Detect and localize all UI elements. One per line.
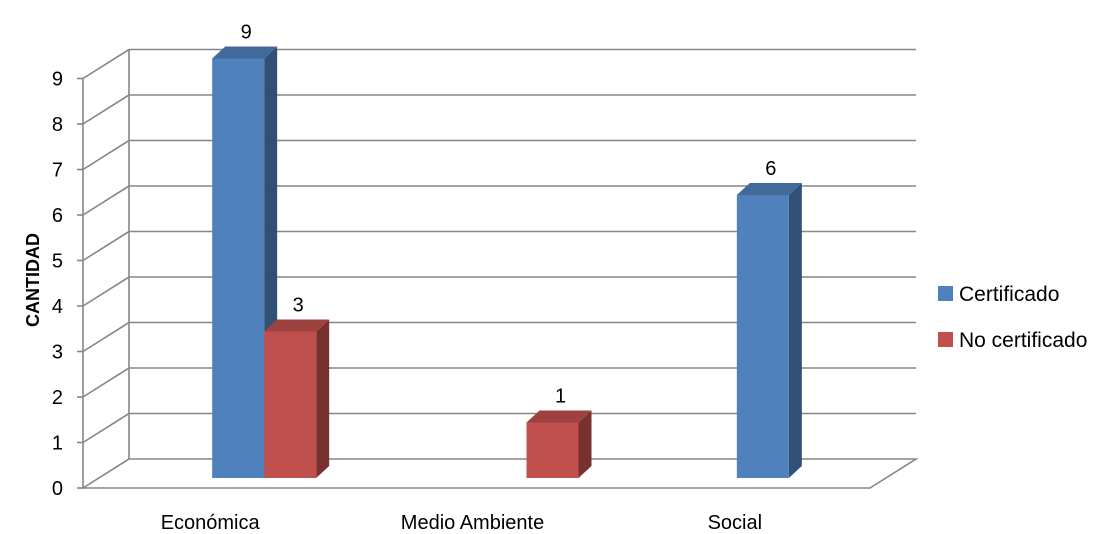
gridline [82,367,916,398]
y-axis-ticks: 0 1 2 3 4 5 6 7 8 9 [52,69,83,500]
y-tick-label: 3 [52,342,63,364]
x-category-label: Medio Ambiente [401,512,544,534]
y-axis-title: CANTIDAD [23,233,43,327]
gridline [82,48,916,80]
data-label: 1 [555,386,566,408]
y-tick-label: 9 [52,69,63,91]
data-label: 6 [765,158,776,180]
legend: Certificado No certificado [938,283,1087,352]
y-tick-label: 4 [52,296,63,318]
y-tick-label: 1 [52,433,63,455]
data-label: 3 [293,295,304,317]
data-label: 9 [241,22,252,44]
legend-swatch [938,286,953,301]
legend-item: No certificado [938,329,1087,352]
data-labels: 9 3 1 6 [241,22,777,408]
gridline [82,321,916,353]
y-tick-label: 2 [52,387,63,409]
chart-walls [80,49,919,489]
gridlines [82,48,916,444]
gridline [82,230,916,262]
gridline [82,94,916,125]
legend-item: Certificado [938,283,1059,306]
y-tick-label: 5 [52,251,63,273]
bar-no-certificado [526,410,592,478]
y-tick-label: 0 [52,478,63,500]
legend-label: No certificado [959,329,1087,352]
gridline [82,412,916,444]
gridline [82,139,916,171]
gridline [82,276,916,307]
gridline [82,185,916,216]
y-tick-label: 6 [52,205,63,227]
x-category-label: Social [708,512,762,534]
y-tick-label: 8 [52,114,63,136]
bar-certificado [736,183,802,478]
bar-no-certificado [264,319,330,478]
legend-swatch [938,332,953,347]
bars [212,46,802,478]
x-category-label: Económica [161,512,261,534]
y-tick-label: 7 [52,160,63,182]
legend-label: Certificado [959,283,1059,306]
x-axis-categories: Económica Medio Ambiente Social [161,512,762,534]
floor [80,458,919,489]
